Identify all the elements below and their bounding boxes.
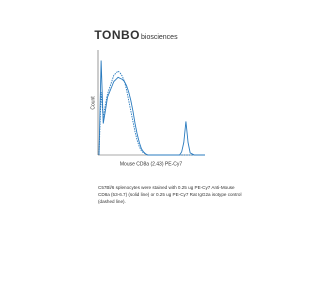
x-axis-label: Mouse CD8a (2.43) PE-Cy7	[120, 161, 182, 167]
caption-line: C57Bl/6 splenocytes were stained with 0.…	[98, 185, 235, 190]
histogram-line	[98, 70, 205, 156]
histogram-line	[98, 60, 205, 156]
caption-line: (dashed line).	[98, 199, 126, 204]
caption-line: CD8a (53-6.7) (solid line) or 0.25 ug PE…	[98, 192, 242, 197]
logo-main: TONBO	[94, 28, 140, 42]
logo-sub: biosciences	[141, 34, 178, 41]
caption: C57Bl/6 splenocytes were stained with 0.…	[98, 185, 242, 204]
page: TONBO biosciences Count Mouse CD8a (2.43…	[90, 28, 242, 204]
y-axis-label: Count	[90, 96, 96, 110]
